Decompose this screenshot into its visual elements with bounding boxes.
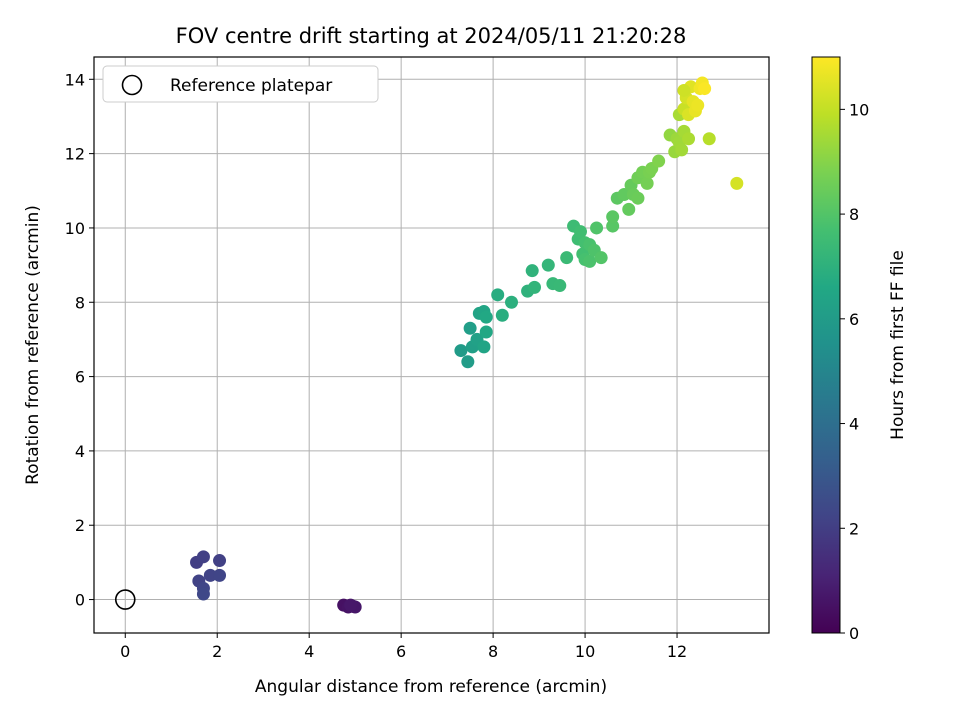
data-point <box>213 568 227 582</box>
y-tick-label: 6 <box>75 368 85 387</box>
data-point <box>698 82 712 96</box>
data-point <box>702 132 716 146</box>
x-tick-label: 8 <box>488 642 498 661</box>
colorbar-tick-label: 0 <box>849 624 859 643</box>
data-points <box>190 76 744 614</box>
x-tick-label: 6 <box>396 642 406 661</box>
colorbar-gradient <box>811 56 841 634</box>
data-point <box>560 251 574 265</box>
y-tick-label: 10 <box>65 219 85 238</box>
y-tick-label: 2 <box>75 516 85 535</box>
data-point <box>640 176 654 190</box>
data-point <box>196 587 210 601</box>
data-point <box>583 254 597 268</box>
legend: Reference platepar <box>102 65 379 103</box>
data-point <box>463 321 477 335</box>
data-point <box>461 355 475 369</box>
data-point <box>454 344 468 358</box>
y-axis-ticks: 0 2 4 6 8 10 12 14 <box>65 70 94 610</box>
data-point <box>495 308 509 322</box>
data-point <box>196 550 210 564</box>
x-tick-label: 4 <box>304 642 314 661</box>
data-point <box>606 210 620 224</box>
data-point <box>617 187 631 201</box>
y-tick-label: 12 <box>65 145 85 164</box>
legend-box <box>102 65 379 103</box>
data-point <box>677 83 691 97</box>
x-tick-label: 12 <box>667 642 687 661</box>
y-tick-label: 14 <box>65 70 85 89</box>
y-tick-label: 0 <box>75 591 85 610</box>
data-point <box>477 340 491 354</box>
colorbar: 0 2 4 6 8 10 Hours from first FF file <box>811 56 908 643</box>
x-tick-label: 2 <box>212 642 222 661</box>
x-tick-label: 10 <box>575 642 595 661</box>
legend-label: Reference platepar <box>170 76 332 96</box>
x-axis-ticks: 0 2 4 6 8 10 12 <box>120 633 687 661</box>
colorbar-tick-label: 4 <box>849 415 859 434</box>
data-point <box>213 554 227 568</box>
data-point <box>730 176 744 190</box>
data-point <box>505 295 519 309</box>
reference-platepar-marker <box>114 589 136 610</box>
chart-title: FOV centre drift starting at 2024/05/11 … <box>176 24 687 48</box>
colorbar-tick-label: 10 <box>849 100 869 119</box>
data-point <box>652 154 666 168</box>
plot-frame <box>93 56 770 634</box>
data-point <box>573 225 587 239</box>
data-point <box>594 251 608 265</box>
data-point <box>631 191 645 205</box>
colorbar-ticks: 0 2 4 6 8 10 <box>840 100 869 643</box>
data-point <box>479 310 493 324</box>
data-point <box>691 98 705 112</box>
data-point <box>541 258 555 272</box>
colorbar-tick-label: 2 <box>849 519 859 538</box>
grid <box>94 57 769 633</box>
data-point <box>344 598 358 612</box>
data-point <box>525 264 539 278</box>
data-point <box>675 143 689 157</box>
data-point <box>590 221 604 235</box>
x-axis-label: Angular distance from reference (arcmin) <box>255 677 607 697</box>
data-point <box>622 202 636 216</box>
colorbar-tick-label: 8 <box>849 205 859 224</box>
y-tick-label: 8 <box>75 293 85 312</box>
colorbar-tick-label: 6 <box>849 310 859 329</box>
y-tick-label: 4 <box>75 442 85 461</box>
data-point <box>606 219 620 233</box>
legend-marker <box>121 74 143 96</box>
data-point <box>491 288 505 302</box>
x-tick-label: 0 <box>120 642 130 661</box>
data-point <box>682 132 696 146</box>
y-axis-label: Rotation from reference (arcmin) <box>23 205 43 485</box>
colorbar-label: Hours from first FF file <box>888 250 908 440</box>
data-point <box>479 325 493 339</box>
data-point <box>527 280 541 294</box>
data-point <box>553 279 567 293</box>
data-point <box>203 568 217 582</box>
